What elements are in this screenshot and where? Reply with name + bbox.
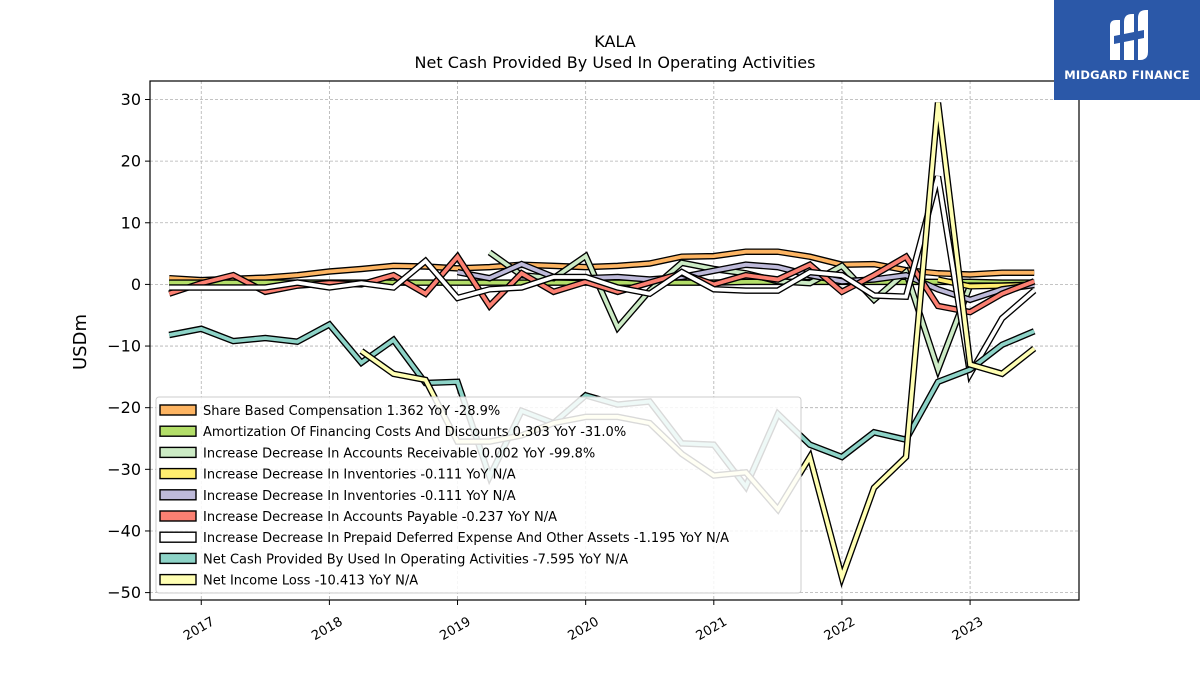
y-tick-label: 10 <box>121 213 141 232</box>
legend-swatch <box>159 467 197 480</box>
y-tick-label: −50 <box>107 583 141 602</box>
legend: Share Based Compensation 1.362 YoY -28.9… <box>155 396 802 594</box>
legend-label: Amortization Of Financing Costs And Disc… <box>203 425 626 440</box>
legend-swatch <box>159 573 197 586</box>
legend-swatch <box>159 404 197 416</box>
logo-mark-icon <box>1110 10 1148 60</box>
legend-label: Increase Decrease In Prepaid Deferred Ex… <box>203 531 729 546</box>
y-tick-label: 30 <box>121 90 141 109</box>
y-tick-label: −40 <box>107 521 141 540</box>
legend-label: Net Cash Provided By Used In Operating A… <box>203 552 628 567</box>
legend-label: Increase Decrease In Accounts Payable -0… <box>203 510 557 525</box>
legend-label: Increase Decrease In Inventories -0.111 … <box>203 489 516 504</box>
plot-frame <box>149 80 1080 601</box>
legend-swatch <box>159 531 197 543</box>
legend-swatch <box>159 446 197 459</box>
x-tick-label: 2018 <box>309 614 345 644</box>
x-tick-label: 2022 <box>822 614 858 644</box>
x-tick-label: 2019 <box>437 614 473 644</box>
x-tick-label: 2020 <box>566 614 602 644</box>
y-tick-label: −20 <box>107 398 141 417</box>
x-tick-label: 2021 <box>694 614 730 644</box>
x-tick-label: 2023 <box>950 614 986 644</box>
legend-swatch <box>159 489 197 501</box>
logo: MIDGARD FINANCE <box>1054 0 1200 100</box>
y-tick-label: −10 <box>107 337 141 356</box>
x-tick-label: 2017 <box>181 614 217 644</box>
legend-label: Share Based Compensation 1.362 YoY -28.9… <box>203 404 500 419</box>
legend-swatch <box>159 552 197 565</box>
legend-box <box>155 396 802 594</box>
y-tick-label: 20 <box>121 152 141 171</box>
chart-title: KALA <box>594 32 635 51</box>
x-axis: 2017 2018 2019 2020 2021 2022 2023 <box>181 600 986 644</box>
y-tick-label: −30 <box>107 460 141 479</box>
logo-text: MIDGARD FINANCE <box>1064 68 1190 82</box>
series-line <box>169 176 1036 380</box>
y-tick-label: 0 <box>131 275 141 294</box>
legend-swatch <box>159 510 197 522</box>
legend-label: Net Income Loss -10.413 YoY N/A <box>203 574 418 589</box>
legend-swatch <box>159 425 197 437</box>
legend-label: Increase Decrease In Inventories -0.111 … <box>203 468 516 483</box>
y-axis-label: USDm <box>70 314 91 370</box>
chart-subtitle: Net Cash Provided By Used In Operating A… <box>415 53 816 72</box>
legend-label: Increase Decrease In Accounts Receivable… <box>203 446 595 461</box>
y-axis: 30 20 10 0 −10 −20 −30 −40 −50 <box>107 90 150 602</box>
